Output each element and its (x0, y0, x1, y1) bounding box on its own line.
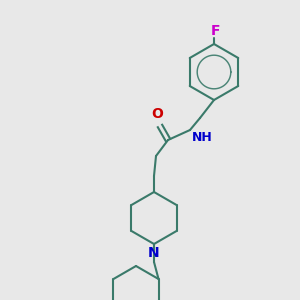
Text: NH: NH (192, 131, 213, 144)
Text: N: N (148, 246, 160, 260)
Text: O: O (151, 107, 163, 121)
Text: F: F (210, 24, 220, 38)
